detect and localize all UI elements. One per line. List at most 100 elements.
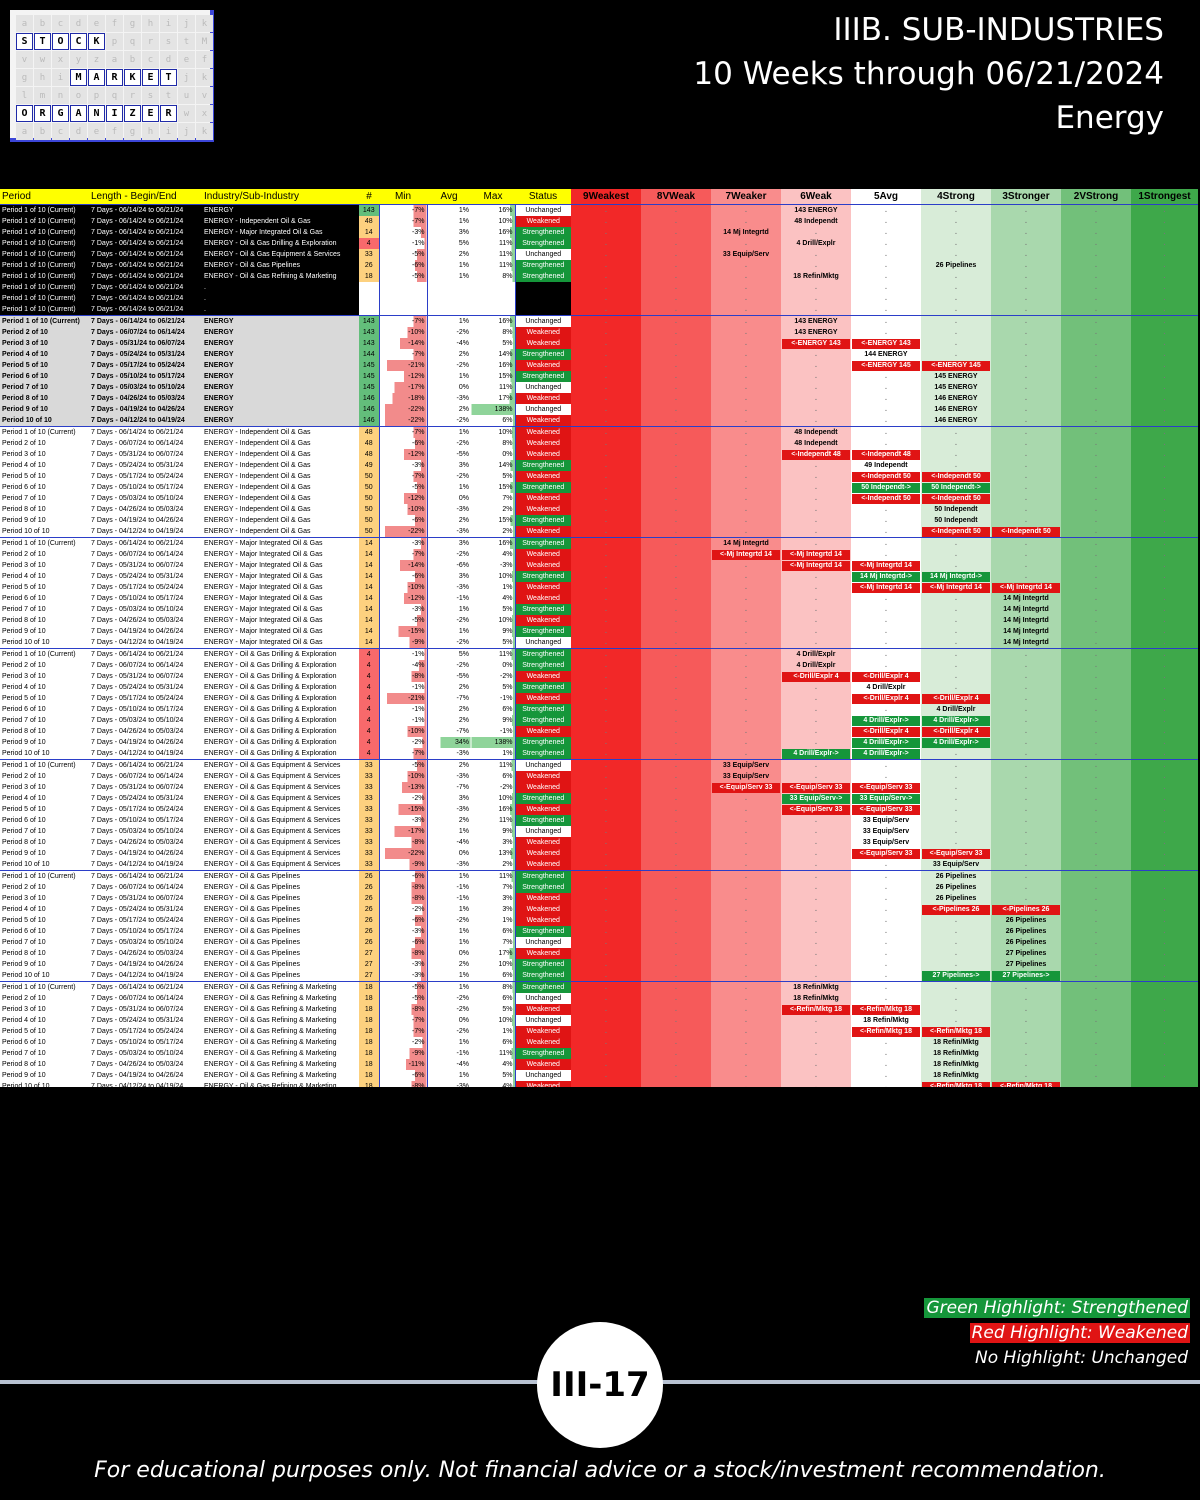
- table-row: Period 8 of 10 7 Days - 04/26/24 to 05/03…: [0, 726, 1198, 737]
- level-cell-8: .: [641, 360, 711, 371]
- empty-marker: .: [675, 317, 677, 325]
- min-cell: -22%: [378, 415, 428, 427]
- min-cell: -5%: [378, 759, 428, 771]
- level-cell-6: .: [781, 604, 851, 615]
- empty-marker: .: [1025, 783, 1027, 791]
- level-cell-9: .: [571, 238, 641, 249]
- status-cell: Weakened: [515, 471, 571, 482]
- min-cell: -7%: [378, 216, 428, 227]
- avg-cell: 2%: [458, 516, 469, 524]
- empty-marker: .: [885, 638, 887, 646]
- empty-marker: .: [1163, 783, 1166, 791]
- count-cell: 14: [359, 615, 379, 626]
- level-cell-4: 33 Equip/Serv: [921, 859, 991, 871]
- level-cell-8: .: [641, 993, 711, 1004]
- empty-marker: .: [1163, 1038, 1166, 1046]
- table-row: Period 6 of 10 7 Days - 05/10/24 to 05/17…: [0, 482, 1198, 493]
- length-cell: 7 Days - 04/26/24 to 05/03/24: [91, 616, 184, 624]
- empty-marker: .: [1163, 494, 1166, 502]
- period-cell: Period 5 of 10: [2, 583, 46, 591]
- position-label: <-Refin/Mktg 18: [922, 1081, 990, 1087]
- period-cell: Period 3 of 10: [0, 338, 89, 349]
- max-cell: 17%: [471, 948, 516, 959]
- empty-marker: .: [1163, 361, 1166, 369]
- level-cell-7: .: [711, 626, 781, 637]
- level-cell-2: .: [1061, 515, 1131, 526]
- min-cell: -1%: [378, 682, 428, 693]
- max-cell: -2%: [471, 782, 516, 793]
- level-cell-5: .: [851, 1048, 921, 1059]
- level-cell-6: .: [781, 704, 851, 715]
- level-cell-8: .: [641, 793, 711, 804]
- max-cell: 1%: [471, 915, 516, 926]
- empty-marker: .: [1163, 483, 1166, 491]
- logo-letter-tile: T: [34, 33, 51, 50]
- level-cell-6: .: [781, 471, 851, 482]
- min-cell: -7%: [378, 1015, 428, 1026]
- count-cell: 26: [359, 260, 379, 271]
- length-cell: 7 Days - 06/14/24 to 06/21/24: [89, 227, 202, 238]
- empty-marker: .: [675, 217, 677, 225]
- position-label: 33 Equip/Serv: [722, 761, 770, 769]
- empty-marker: .: [745, 605, 747, 613]
- min-cell: -5%: [378, 615, 428, 626]
- level-cell-8: .: [641, 526, 711, 538]
- position-label: 18 Refin/Mktg: [933, 1071, 979, 1079]
- level-cell-6: .: [781, 771, 851, 782]
- length-cell: 7 Days - 05/10/24 to 05/17/24: [91, 816, 184, 824]
- empty-marker: .: [1163, 550, 1166, 558]
- level-cell-5: .: [851, 526, 921, 538]
- level-cell-4: .: [921, 981, 991, 993]
- empty-marker: .: [1095, 916, 1097, 924]
- level-cell-6: .: [781, 482, 851, 493]
- period-cell: Period 9 of 10: [2, 627, 46, 635]
- length-cell: 7 Days - 04/26/24 to 05/03/24: [91, 1060, 184, 1068]
- empty-marker: .: [1095, 328, 1097, 336]
- level-cell-5: .: [851, 771, 921, 782]
- empty-marker: .: [745, 683, 747, 691]
- status-cell: Unchanged: [515, 204, 571, 216]
- level-cell-1: .: [1131, 438, 1198, 449]
- empty-marker: .: [885, 261, 887, 269]
- level-cell-6: 48 Independt: [781, 426, 851, 438]
- empty-marker: .: [1163, 261, 1166, 269]
- empty-marker: .: [955, 672, 957, 680]
- avg-cell: 1%: [458, 1071, 469, 1079]
- min-cell: -2%: [378, 1037, 428, 1048]
- count-cell: 4: [359, 726, 379, 737]
- max-cell: 5%: [471, 682, 516, 693]
- position-label: 146 ENERGY: [934, 405, 978, 413]
- empty-marker: .: [605, 372, 607, 380]
- empty-marker: .: [1163, 416, 1166, 424]
- empty-marker: .: [605, 206, 607, 214]
- count-cell: 14: [359, 560, 379, 571]
- empty-marker: .: [675, 1027, 677, 1035]
- level-cell-2: .: [1061, 216, 1131, 227]
- level-cell-3: .: [991, 493, 1061, 504]
- empty-marker: .: [1163, 627, 1166, 635]
- level-cell-4: <-Independt 50: [921, 471, 991, 482]
- level-cell-8: .: [641, 549, 711, 560]
- table-row: Period 6 of 10 7 Days - 05/10/24 to 05/17…: [0, 926, 1198, 937]
- level-cell-2: .: [1061, 471, 1131, 482]
- level-cell-7: .: [711, 404, 781, 415]
- logo-letter-tile: n: [52, 87, 69, 104]
- max-cell: 5%: [471, 637, 516, 649]
- empty-marker: .: [1095, 672, 1097, 680]
- status-cell: Strengthened: [515, 371, 571, 382]
- period-cell: Period 7 of 10: [2, 605, 46, 613]
- status-cell: Unchanged: [515, 759, 571, 771]
- level-cell-2: .: [1061, 715, 1131, 726]
- empty-marker: .: [675, 971, 677, 979]
- empty-marker: .: [1163, 683, 1166, 691]
- empty-marker: .: [745, 994, 747, 1002]
- level-cell-4: 145 ENERGY: [921, 371, 991, 382]
- min-cell: -9%: [378, 637, 428, 649]
- level-cell-4: 50 Independt: [921, 504, 991, 515]
- table-row: Period 8 of 10 7 Days - 04/26/24 to 05/03…: [0, 615, 1198, 626]
- level-cell-5: 49 Independt: [851, 460, 921, 471]
- empty-marker: .: [675, 672, 677, 680]
- empty-marker: .: [815, 761, 817, 769]
- level-cell-3: 26 Pipelines: [991, 915, 1061, 926]
- period-cell: Period 8 of 10: [2, 1060, 46, 1068]
